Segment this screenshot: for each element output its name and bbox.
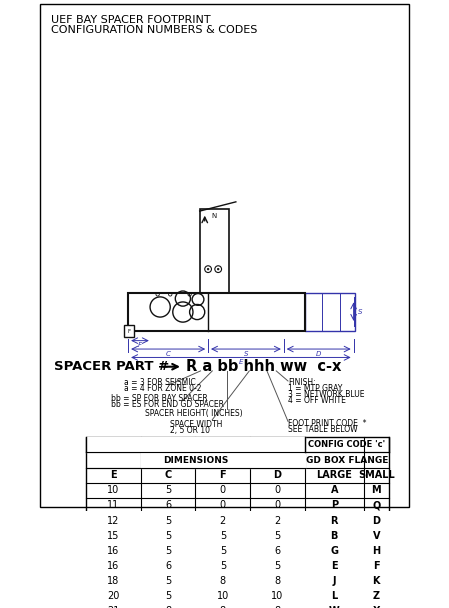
Text: 0: 0 [220, 500, 226, 511]
Text: CONFIGURATION NUMBERS & CODES: CONFIGURATION NUMBERS & CODES [51, 26, 257, 35]
Text: M: M [371, 485, 381, 496]
Text: 11: 11 [107, 500, 119, 511]
Text: D: D [273, 470, 282, 480]
Text: 16: 16 [107, 546, 119, 556]
Text: N: N [211, 213, 217, 219]
Text: a = 4 FOR ZONE 0-2: a = 4 FOR ZONE 0-2 [124, 384, 202, 393]
Text: E: E [331, 561, 338, 571]
Text: J: J [333, 576, 336, 586]
Text: 8: 8 [220, 576, 226, 586]
Text: SEE TABLE BELOW: SEE TABLE BELOW [288, 425, 357, 434]
Text: A: A [330, 485, 338, 496]
Text: CONFIG CODE 'c': CONFIG CODE 'c' [308, 440, 385, 449]
Text: FOOT PRINT CODE  *: FOOT PRINT CODE * [288, 419, 366, 428]
Bar [86, 437, 389, 608]
Text: LARGE: LARGE [317, 470, 352, 480]
Text: 5: 5 [220, 546, 226, 556]
Text: R a bb hhh ww  c-x: R a bb hhh ww c-x [186, 359, 342, 374]
Text: bb = ES FOR END GD SPACER: bb = ES FOR END GD SPACER [111, 400, 224, 409]
Text: V: V [373, 531, 380, 541]
Text: FINISH:: FINISH: [288, 379, 316, 387]
Text: 5: 5 [165, 576, 171, 586]
Text: F: F [128, 329, 131, 334]
Text: 12: 12 [107, 516, 120, 526]
Text: E: E [239, 359, 243, 365]
Text: 0: 0 [220, 485, 226, 496]
Circle shape [217, 268, 219, 270]
Text: B: B [330, 531, 338, 541]
Circle shape [207, 268, 209, 270]
Text: 6: 6 [274, 546, 281, 556]
Text: UEF BAY SPACER FOOTPRINT: UEF BAY SPACER FOOTPRINT [51, 15, 211, 25]
Text: SPACER PART #: SPACER PART # [54, 360, 169, 373]
Text: 2, 5 OR 10: 2, 5 OR 10 [170, 426, 210, 435]
Text: C: C [166, 351, 171, 357]
Text: 10: 10 [107, 485, 119, 496]
Text: 3 = NETWORK BLUE: 3 = NETWORK BLUE [288, 390, 365, 399]
Text: 8: 8 [220, 606, 226, 608]
Text: a = 3 FOR SEISMIC: a = 3 FOR SEISMIC [124, 379, 196, 387]
Text: 5: 5 [165, 516, 171, 526]
Text: Z: Z [373, 592, 380, 601]
Text: S: S [358, 309, 362, 314]
Bar [200, 209, 229, 292]
Bar [305, 292, 355, 331]
Text: 21: 21 [107, 606, 120, 608]
Text: SPACER HEIGHT( INCHES): SPACER HEIGHT( INCHES) [145, 409, 242, 418]
Text: L: L [331, 592, 337, 601]
Text: F: F [220, 470, 226, 480]
Text: 15: 15 [107, 531, 120, 541]
Text: S: S [244, 351, 248, 357]
Text: 5: 5 [165, 546, 171, 556]
Text: H: H [372, 546, 380, 556]
Text: C: C [164, 470, 172, 480]
Text: K: K [373, 576, 380, 586]
Text: D: D [372, 516, 380, 526]
Text: 8: 8 [165, 606, 171, 608]
Text: F: F [373, 561, 379, 571]
Text: 5: 5 [165, 485, 171, 496]
Text: bb = SP FOR BAY SPACER: bb = SP FOR BAY SPACER [111, 395, 208, 404]
Text: W: W [329, 606, 339, 608]
Text: Q: Q [372, 500, 380, 511]
Bar [128, 292, 305, 331]
Text: G: G [330, 546, 338, 556]
Text: 5: 5 [220, 531, 226, 541]
Text: 5: 5 [165, 531, 171, 541]
Text: 1 = MTP GRAY: 1 = MTP GRAY [288, 384, 343, 393]
Text: 20: 20 [107, 592, 120, 601]
Text: 2: 2 [220, 516, 226, 526]
Text: D: D [316, 351, 321, 357]
Text: SMALL: SMALL [358, 470, 395, 480]
Text: 4 = OFF WHITE: 4 = OFF WHITE [288, 396, 346, 405]
Text: 5: 5 [274, 531, 281, 541]
Text: 10: 10 [271, 592, 284, 601]
Text: R: R [330, 516, 338, 526]
Text: 2: 2 [274, 516, 281, 526]
Text: 5: 5 [165, 592, 171, 601]
Text: 0: 0 [274, 500, 281, 511]
Text: F: F [138, 342, 142, 348]
Text: GD BOX FLANGE: GD BOX FLANGE [306, 455, 388, 465]
Text: P: P [331, 500, 338, 511]
Text: 5: 5 [274, 561, 281, 571]
Text: X: X [373, 606, 380, 608]
Text: 0: 0 [274, 485, 281, 496]
Text: DIMENSIONS: DIMENSIONS [163, 455, 228, 465]
Text: 8: 8 [274, 606, 281, 608]
Text: 6: 6 [165, 500, 171, 511]
Text: 6: 6 [165, 561, 171, 571]
Text: 5: 5 [220, 561, 226, 571]
Text: 8: 8 [274, 576, 281, 586]
Bar [124, 325, 134, 337]
Text: E: E [110, 470, 117, 480]
Text: 10: 10 [217, 592, 229, 601]
Text: SPACE WIDTH: SPACE WIDTH [170, 420, 223, 429]
Text: 16: 16 [107, 561, 119, 571]
Text: 18: 18 [107, 576, 119, 586]
